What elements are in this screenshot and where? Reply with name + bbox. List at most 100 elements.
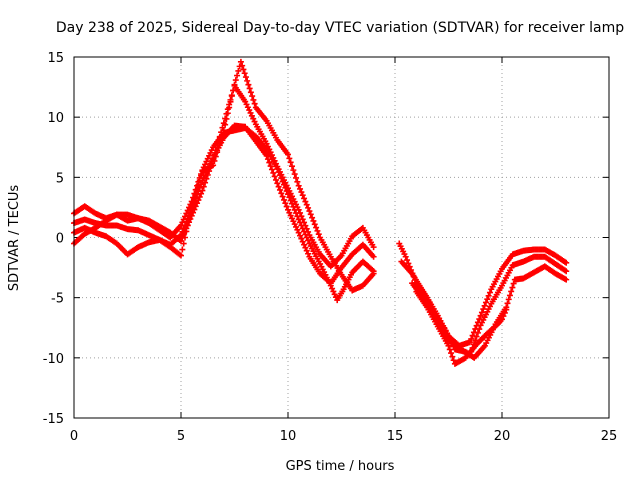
x-tick-label: 15	[387, 429, 404, 444]
data-point	[299, 192, 306, 199]
data-point	[476, 326, 483, 333]
data-point	[484, 296, 491, 303]
data-point	[482, 299, 489, 306]
data-point	[506, 292, 513, 299]
data-point	[204, 171, 211, 178]
data-point	[449, 353, 456, 360]
data-point	[210, 162, 217, 169]
data-point	[370, 244, 377, 251]
data-point	[196, 193, 203, 200]
data-point	[271, 173, 278, 180]
data-point	[303, 247, 310, 254]
data-point	[212, 153, 219, 160]
y-axis-label: SDTVAR / TECUs	[7, 185, 22, 292]
data-point	[215, 144, 222, 151]
data-point	[237, 58, 244, 65]
data-point	[306, 208, 313, 215]
data-point	[307, 211, 314, 218]
data-point	[501, 309, 508, 316]
data-point	[287, 159, 294, 166]
data-point	[190, 199, 197, 206]
data-point	[295, 206, 302, 213]
data-point	[276, 186, 283, 193]
data-point	[477, 312, 484, 319]
data-point	[311, 221, 318, 228]
data-point	[301, 219, 308, 226]
data-point	[297, 185, 304, 192]
data-point	[301, 241, 308, 248]
data-series-track-e	[396, 240, 570, 349]
data-point	[302, 198, 309, 205]
data-point	[466, 339, 473, 346]
data-point	[191, 195, 198, 202]
data-point	[314, 227, 321, 234]
data-point	[298, 189, 305, 196]
data-point	[245, 81, 252, 88]
data-point	[218, 136, 225, 143]
data-point	[474, 329, 481, 336]
data-point	[298, 213, 305, 220]
data-point	[448, 350, 455, 357]
x-tick-label: 10	[280, 429, 297, 444]
data-point	[242, 74, 249, 81]
data-point	[264, 156, 271, 163]
data-point	[186, 216, 193, 223]
data-point	[195, 197, 202, 204]
data-point	[220, 127, 227, 134]
data-point	[285, 151, 291, 158]
x-tick-label: 25	[601, 429, 618, 444]
data-point	[478, 309, 485, 316]
data-point	[234, 72, 241, 79]
data-point	[480, 306, 487, 313]
data-points	[71, 58, 570, 367]
data-point	[192, 190, 199, 197]
data-point	[241, 70, 248, 77]
data-point	[194, 186, 201, 193]
data-point	[239, 62, 246, 69]
data-point	[309, 214, 316, 221]
data-point	[187, 210, 194, 217]
data-point	[244, 77, 251, 84]
data-point	[301, 195, 308, 202]
data-point	[370, 270, 377, 277]
data-point	[486, 289, 493, 296]
data-point	[510, 280, 517, 287]
y-tick-label: 0	[56, 232, 64, 247]
data-point	[310, 217, 317, 224]
data-point	[180, 240, 187, 247]
data-point	[224, 110, 231, 117]
data-point	[563, 259, 570, 266]
data-point	[223, 115, 230, 122]
data-point	[267, 163, 274, 170]
data-point	[504, 300, 511, 307]
data-point	[272, 176, 279, 183]
y-tick-label: 10	[47, 111, 64, 126]
data-point	[249, 93, 256, 100]
data-point	[505, 296, 512, 303]
data-point	[469, 332, 476, 339]
data-point	[184, 222, 191, 229]
data-series-track-h	[413, 288, 510, 367]
data-point	[266, 159, 273, 166]
data-point	[278, 190, 285, 197]
data-point	[198, 172, 205, 179]
data-point	[219, 131, 226, 138]
data-point	[216, 140, 223, 147]
data-point	[232, 77, 239, 84]
data-point	[481, 302, 488, 309]
data-point	[227, 98, 234, 105]
data-point	[247, 89, 254, 96]
data-point	[286, 155, 293, 162]
data-point	[270, 169, 277, 176]
data-point	[370, 253, 377, 260]
data-point	[195, 181, 202, 188]
data-point	[293, 174, 300, 181]
data-point	[499, 316, 505, 323]
data-point	[503, 306, 510, 313]
data-point	[303, 201, 310, 208]
data-point	[303, 225, 310, 232]
data-point	[280, 196, 287, 203]
data-point	[274, 180, 281, 187]
data-point	[283, 203, 290, 210]
data-point	[179, 246, 186, 253]
